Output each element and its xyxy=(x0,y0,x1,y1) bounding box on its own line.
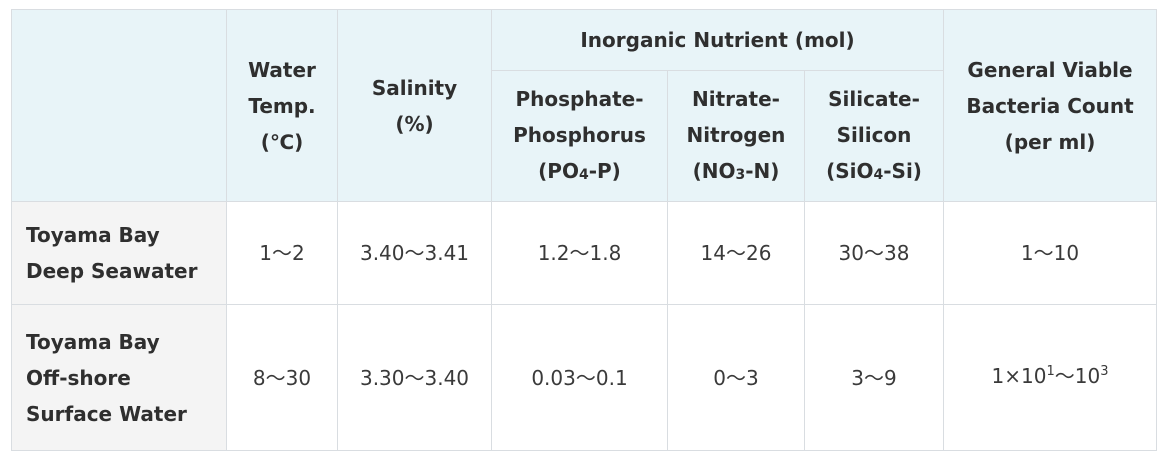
table-body: Toyama Bay Deep Seawater 1〜2 3.40〜3.41 1… xyxy=(11,201,1158,451)
cell-silicate: 3〜9 xyxy=(803,304,945,451)
cell-salinity: 3.30〜3.40 xyxy=(337,304,492,451)
cell-salinity: 3.40〜3.41 xyxy=(337,201,492,305)
table-header: Water Temp. (℃) Salinity (%) Inorganic N… xyxy=(11,9,1158,202)
table-container: Water Temp. (℃) Salinity (%) Inorganic N… xyxy=(11,9,1158,451)
header-silicate: Silicate- Silicon (SiO4-Si) xyxy=(803,70,945,202)
header-inorganic-nutrient-group: Inorganic Nutrient (mol) xyxy=(490,9,945,71)
corner-header-cell xyxy=(11,9,227,202)
cell-nitrate: 14〜26 xyxy=(667,201,805,305)
header-water-temp: Water Temp. (℃) xyxy=(226,9,338,202)
seawater-comparison-table: Water Temp. (℃) Salinity (%) Inorganic N… xyxy=(11,9,1158,451)
header-bacteria-count: General Viable Bacteria Count (per ml) xyxy=(943,9,1158,202)
silicate-formula: (SiO4-Si) xyxy=(826,158,922,183)
table-row: Toyama Bay Off-shore Surface Water 8〜30 … xyxy=(11,304,1158,451)
row-label-surface-water: Toyama Bay Off-shore Surface Water xyxy=(11,304,227,451)
nitrate-formula: (NO3-N) xyxy=(692,158,780,183)
header-salinity: Salinity (%) xyxy=(337,9,492,202)
header-nitrate: Nitrate- Nitrogen (NO3-N) xyxy=(667,70,805,202)
cell-bacteria: 1〜10 xyxy=(943,201,1158,305)
cell-nitrate: 0〜3 xyxy=(667,304,805,451)
row-label-deep-seawater: Toyama Bay Deep Seawater xyxy=(11,201,227,305)
cell-water-temp: 8〜30 xyxy=(226,304,338,451)
header-phosphate: Phosphate- Phosphorus (PO4-P) xyxy=(491,70,668,202)
phosphate-formula: (PO4-P) xyxy=(538,158,621,183)
table-row: Toyama Bay Deep Seawater 1〜2 3.40〜3.41 1… xyxy=(11,201,1158,305)
cell-phosphate: 0.03〜0.1 xyxy=(491,304,668,451)
cell-phosphate: 1.2〜1.8 xyxy=(491,201,668,305)
cell-bacteria: 1×101〜103 xyxy=(943,304,1158,451)
cell-silicate: 30〜38 xyxy=(803,201,945,305)
cell-water-temp: 1〜2 xyxy=(226,201,338,305)
